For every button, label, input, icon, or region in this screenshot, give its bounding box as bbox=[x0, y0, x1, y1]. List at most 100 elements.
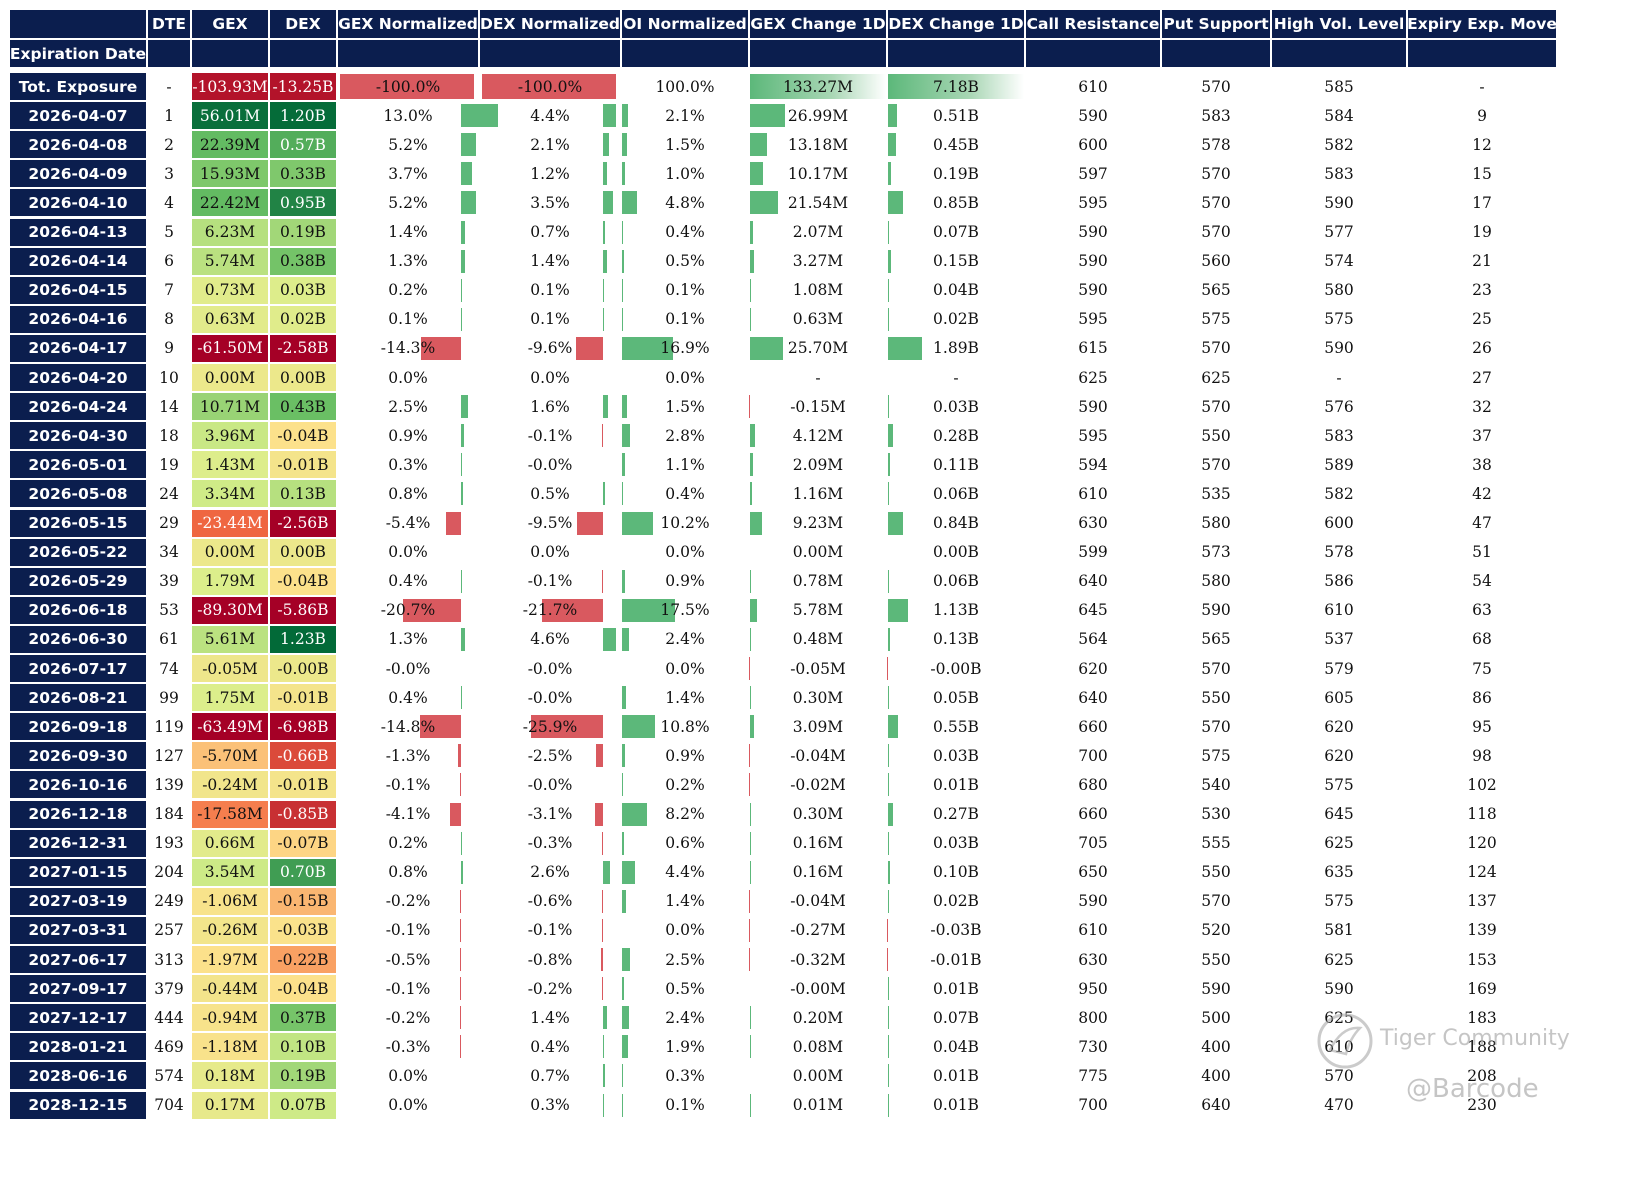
cell-hvl: 576 bbox=[1272, 393, 1406, 420]
cell-dex-chg-text: -0.03B bbox=[930, 921, 982, 940]
cell-dex-norm: -0.0% bbox=[480, 684, 620, 711]
cell-gex-norm: -0.3% bbox=[338, 1033, 478, 1060]
cell-hvl: 605 bbox=[1272, 684, 1406, 711]
cell-dex-norm-text: -9.5% bbox=[527, 514, 573, 533]
cell-call-res-text: 680 bbox=[1078, 775, 1108, 794]
value-bar bbox=[457, 744, 462, 768]
cell-dex-norm: -0.0% bbox=[480, 771, 620, 798]
subheader-blank bbox=[480, 40, 620, 67]
value-bar bbox=[603, 220, 606, 244]
cell-dex-norm-text: -0.0% bbox=[527, 688, 573, 707]
cell-dex-chg: 0.19B bbox=[888, 160, 1024, 187]
cell-gex-chg: - bbox=[750, 364, 886, 391]
cell-dte: 9 bbox=[148, 335, 190, 362]
cell-put-sup-text: 570 bbox=[1201, 892, 1231, 911]
value-bar bbox=[603, 278, 605, 302]
cell-dex-norm: 0.0% bbox=[480, 539, 620, 566]
cell-dte-text: 313 bbox=[154, 950, 184, 969]
cell-dex: 0.33B bbox=[270, 160, 336, 188]
expiration-date-text: 2026-12-31 bbox=[28, 834, 128, 853]
cell-dex-norm: -0.0% bbox=[480, 655, 620, 682]
cell-call-res: 950 bbox=[1026, 975, 1160, 1002]
cell-oi-norm-text: 1.9% bbox=[665, 1037, 705, 1056]
cell-exp-move: 47 bbox=[1408, 510, 1556, 537]
cell-gex-chg: 0.20M bbox=[750, 1004, 886, 1031]
cell-dex: -0.00B bbox=[270, 655, 336, 683]
cell-dex: -5.86B bbox=[270, 596, 336, 624]
cell-call-res-text: 705 bbox=[1078, 834, 1108, 853]
cell-dex-chg: - bbox=[888, 364, 1024, 391]
cell-exp-move: 169 bbox=[1408, 975, 1556, 1002]
cell-gex-norm: 0.0% bbox=[338, 364, 478, 391]
cell-exp-move-text: 32 bbox=[1472, 397, 1492, 416]
value-bar bbox=[750, 336, 784, 360]
cell-gex-norm: 5.2% bbox=[338, 189, 478, 216]
cell-oi-norm-text: 0.0% bbox=[665, 543, 705, 562]
value-bar bbox=[888, 860, 890, 884]
cell-dex-chg: 0.07B bbox=[888, 219, 1024, 246]
cell-call-res-text: 650 bbox=[1078, 863, 1108, 882]
cell-gex: 1.75M bbox=[192, 684, 268, 712]
cell-dex: 0.37B bbox=[270, 1004, 336, 1032]
cell-gex-norm-text: 0.1% bbox=[388, 310, 428, 329]
cell-gex-chg-text: 10.17M bbox=[787, 164, 849, 183]
cell-gex: -0.05M bbox=[192, 655, 268, 683]
cell-gex: -0.26M bbox=[192, 916, 268, 944]
cell-call-res-text: 564 bbox=[1078, 630, 1108, 649]
value-bar bbox=[460, 773, 462, 797]
cell-gex-chg-text: 133.27M bbox=[782, 77, 854, 96]
cell-hvl: 578 bbox=[1272, 539, 1406, 566]
cell-hvl: 582 bbox=[1272, 131, 1406, 158]
cell-gex-chg: 21.54M bbox=[750, 189, 886, 216]
value-bar bbox=[461, 569, 463, 593]
cell-dte-text: 29 bbox=[159, 514, 179, 533]
cell-exp-move: 120 bbox=[1408, 830, 1556, 857]
cell-hvl-text: 570 bbox=[1324, 1066, 1354, 1085]
cell-gex-text: 1.75M bbox=[204, 688, 256, 707]
cell-dex: 0.00B bbox=[270, 538, 336, 566]
expiration-date: 2026-05-01 bbox=[10, 451, 146, 479]
cell-dex-norm-text: -100.0% bbox=[517, 77, 583, 96]
cell-exp-move: 124 bbox=[1408, 859, 1556, 886]
cell-gex: -103.93M bbox=[192, 73, 268, 101]
cell-hvl-text: 537 bbox=[1324, 630, 1354, 649]
cell-exp-move-text: 208 bbox=[1467, 1066, 1497, 1085]
cell-exp-move: 137 bbox=[1408, 888, 1556, 915]
value-bar bbox=[750, 191, 778, 215]
cell-oi-norm-text: 1.5% bbox=[665, 135, 705, 154]
cell-dte-text: 2 bbox=[164, 135, 174, 154]
cell-dex-chg: 0.01B bbox=[888, 1092, 1024, 1119]
cell-gex: 6.23M bbox=[192, 218, 268, 246]
value-bar bbox=[750, 482, 752, 506]
cell-put-sup-text: 575 bbox=[1201, 746, 1231, 765]
cell-hvl: 590 bbox=[1272, 189, 1406, 216]
cell-put-sup-text: 580 bbox=[1201, 572, 1231, 591]
cell-call-res: 640 bbox=[1026, 684, 1160, 711]
cell-hvl-text: 610 bbox=[1324, 601, 1354, 620]
column-header: DEX Normalized bbox=[480, 10, 620, 38]
cell-dex-chg-text: 0.02B bbox=[933, 310, 979, 329]
value-bar bbox=[622, 482, 624, 506]
cell-gex: 5.61M bbox=[192, 625, 268, 653]
cell-put-sup: 590 bbox=[1162, 975, 1270, 1002]
value-bar bbox=[888, 307, 890, 331]
value-bar bbox=[603, 627, 617, 651]
cell-dex: 0.13B bbox=[270, 480, 336, 508]
expiration-date: 2026-04-15 bbox=[10, 276, 146, 304]
total-label-text: Tot. Exposure bbox=[18, 77, 138, 96]
cell-dex-norm: 0.1% bbox=[480, 277, 620, 304]
cell-exp-move-text: 25 bbox=[1472, 310, 1492, 329]
cell-exp-move-text: 17 bbox=[1472, 193, 1492, 212]
value-bar bbox=[888, 1093, 890, 1117]
value-bar bbox=[461, 860, 464, 884]
cell-call-res: 610 bbox=[1026, 480, 1160, 507]
cell-dte: 444 bbox=[148, 1004, 190, 1031]
cell-call-res-text: 620 bbox=[1078, 659, 1108, 678]
cell-gex-chg-text: -0.15M bbox=[790, 397, 846, 416]
cell-put-sup: 580 bbox=[1162, 510, 1270, 537]
cell-gex: -17.58M bbox=[192, 800, 268, 828]
subheader-blank bbox=[750, 40, 886, 67]
expiration-date-text: 2026-04-09 bbox=[28, 164, 128, 183]
cell-dex-chg-text: 0.45B bbox=[933, 135, 979, 154]
cell-oi-norm-text: 0.0% bbox=[665, 659, 705, 678]
